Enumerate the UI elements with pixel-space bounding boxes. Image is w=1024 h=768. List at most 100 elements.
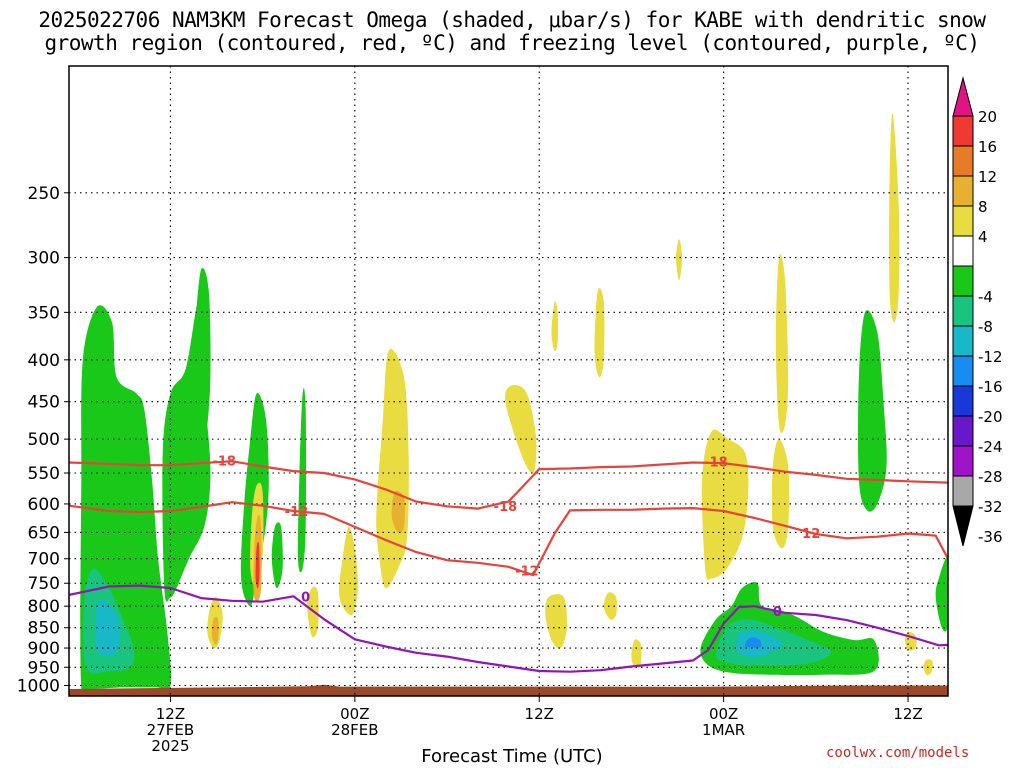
colorbar-label-9: -20	[978, 408, 1003, 426]
colorbar-label-0: 20	[978, 108, 997, 126]
x-axis-label: Forecast Time (UTC)	[421, 746, 603, 767]
omega-region-cyan-lower-left	[95, 600, 120, 656]
colorbar-label-13: -36	[978, 528, 1003, 546]
x-tick-label-6-2: 2025	[151, 737, 189, 755]
plot-frame	[68, 65, 949, 697]
omega-region-yellow-low-6	[603, 592, 617, 620]
contour-label-5: 12	[802, 527, 820, 542]
omega-region-yellow-top-3	[551, 301, 559, 352]
omega-region-yellow-upper-1	[889, 113, 900, 323]
y-tick-label-900: 900	[28, 639, 60, 659]
colorbar-bin-4	[952, 205, 974, 237]
omega-region-yellow-mid-4	[701, 429, 749, 580]
contour-label-1: -12	[285, 505, 309, 520]
colorbar-bin-8	[952, 325, 974, 357]
y-tick-label-400: 400	[28, 351, 60, 371]
y-tick-label-600: 600	[28, 495, 60, 515]
contour-label-6: 0	[301, 591, 310, 606]
colorbar-label-11: -28	[978, 468, 1003, 486]
colorbar-bin-9	[952, 355, 974, 387]
y-tick-label-450: 450	[28, 393, 60, 413]
x-tick-label-18-0: 00Z	[340, 705, 369, 723]
y-axis: 2503003504004505005506006507007508008509…	[17, 184, 69, 696]
x-tick-label-6-1: 27FEB	[147, 721, 194, 739]
x-tick-label-30-0: 12Z	[525, 705, 554, 723]
y-tick-label-550: 550	[28, 464, 60, 484]
y-tick-label-700: 700	[28, 550, 60, 570]
x-tick-label-6-0: 12Z	[156, 705, 185, 723]
colorbar-label-4: 4	[978, 228, 988, 246]
colorbar-bin-5	[952, 235, 974, 267]
omega-region-orange-mid	[391, 490, 405, 534]
y-tick-label-650: 650	[28, 523, 60, 543]
colorbar-label-7: -12	[978, 348, 1003, 366]
contour-label-2: -18	[494, 500, 518, 515]
x-tick-label-18-1: 28FEB	[331, 721, 378, 739]
omega-region-yellow-mid-2	[339, 526, 358, 616]
y-tick-label-850: 850	[28, 619, 60, 639]
omega-shading-layer	[80, 113, 948, 696]
colorbar-label-5: -4	[978, 288, 993, 306]
colorbar-bottom-arrow	[952, 505, 974, 547]
colorbar-bin-10	[952, 385, 974, 417]
contour-label-0: -18	[212, 455, 236, 470]
x-tick-label-54-0: 12Z	[893, 705, 922, 723]
y-tick-label-300: 300	[28, 249, 60, 269]
omega-region-yellow-low-1	[545, 594, 568, 649]
contour-label-7: 0	[773, 605, 782, 620]
y-tick-label-800: 800	[28, 597, 60, 617]
omega-region-yellow-upper-2	[775, 254, 789, 433]
omega-region-green-column-1	[182, 267, 211, 486]
chart-title-line-1: 2025022706 NAM3KM Forecast Omega (shaded…	[38, 8, 986, 32]
colorbar-label-2: 12	[978, 168, 997, 186]
colorbar-bin-2	[952, 145, 974, 177]
y-tick-label-950: 950	[28, 658, 60, 678]
colorbar: 20 16 12 8 4 -4 -8 -12 -16 -20 -24 -28 -32 -36	[952, 76, 1003, 547]
contour-label-3: -12	[515, 565, 539, 580]
y-tick-label-500: 500	[28, 430, 60, 450]
y-tick-label-250: 250	[28, 184, 60, 204]
colorbar-bin-3	[952, 175, 974, 207]
omega-region-yellow-top-2	[594, 287, 605, 378]
omega-region-red-column	[255, 541, 260, 589]
y-tick-label-1000: 1000	[17, 676, 60, 696]
colorbar-bin-11	[952, 415, 974, 447]
chart-title-line-2: growth region (contoured, red, ºC) and f…	[44, 31, 980, 55]
colorbar-bin-7	[952, 295, 974, 327]
colorbar-label-12: -32	[978, 498, 1003, 516]
x-tick-label-42-1: 1MAR	[702, 721, 745, 739]
omega-region-yellow-low-5	[631, 639, 642, 668]
contour-layer	[69, 460, 948, 673]
omega-region-orange-low-2	[211, 616, 219, 645]
omega-region-blue-lower-right	[744, 637, 762, 648]
contour-line-1	[69, 501, 948, 577]
colorbar-top-arrow	[952, 76, 974, 117]
contour-label-4: -18	[704, 455, 728, 470]
colorbar-bin-6	[952, 265, 974, 297]
omega-region-green-right-edge	[935, 557, 948, 632]
ground-layer	[69, 684, 948, 696]
omega-region-green-column-3	[271, 522, 283, 589]
contour-line-0	[69, 460, 948, 510]
y-tick-label-750: 750	[28, 574, 60, 594]
omega-region-yellow-top-1	[676, 239, 683, 281]
colorbar-label-10: -24	[978, 438, 1003, 456]
y-tick-label-350: 350	[28, 303, 60, 323]
colorbar-bin-13	[952, 475, 974, 507]
colorbar-bin-12	[952, 445, 974, 477]
omega-region-yellow-mid-1	[376, 348, 409, 589]
omega-region-green-column-4	[297, 388, 307, 573]
colorbar-label-6: -8	[978, 318, 993, 336]
site-watermark: coolwx.com/models	[826, 745, 970, 761]
contour-line-2	[69, 584, 948, 673]
colorbar-label-1: 16	[978, 138, 997, 156]
omega-region-yellow-mid-3	[505, 384, 537, 474]
colorbar-bin-1	[952, 115, 974, 147]
x-tick-label-42-0: 00Z	[709, 705, 738, 723]
colorbar-label-3: 8	[978, 198, 988, 216]
ground-fill	[69, 684, 948, 696]
omega-region-yellow-mid-5	[771, 439, 790, 549]
omega-region-green-upper-right	[857, 310, 887, 512]
